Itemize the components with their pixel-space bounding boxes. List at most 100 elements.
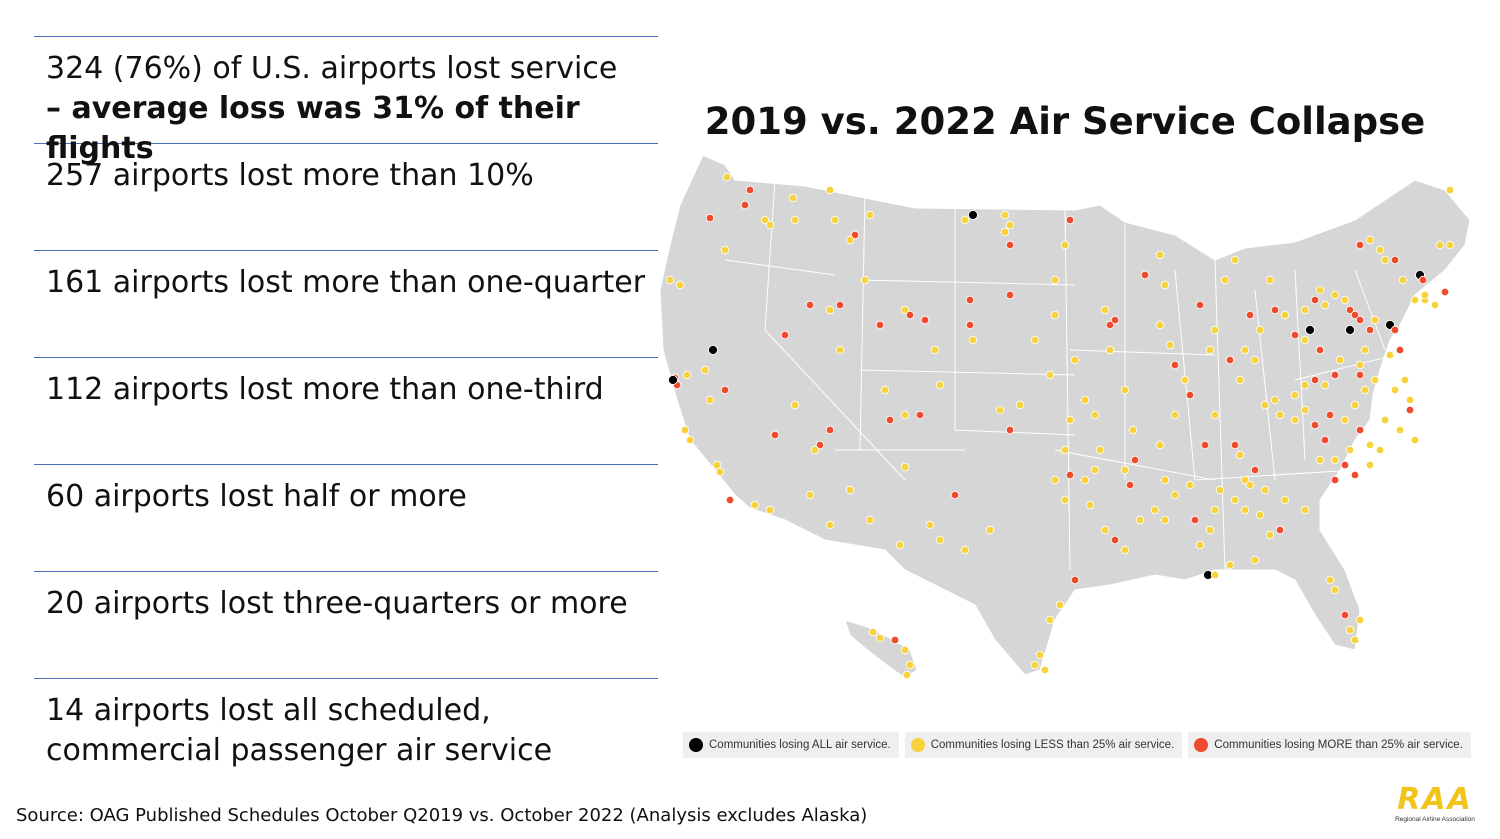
airport-dot-less-than-25 (1170, 410, 1180, 420)
airport-dot-less-than-25 (1160, 280, 1170, 290)
airport-dot-less-than-25 (1105, 345, 1115, 355)
airport-dot-more-than-25 (815, 440, 825, 450)
airport-dot-more-than-25 (1125, 480, 1135, 490)
red-dot-icon (1194, 738, 1209, 752)
airport-dot-less-than-25 (1210, 325, 1220, 335)
airport-dot-less-than-25 (1030, 335, 1040, 345)
airport-dot-less-than-25 (1205, 345, 1215, 355)
airport-dot-more-than-25 (1185, 390, 1195, 400)
airport-dot-less-than-25 (1155, 320, 1165, 330)
airport-dot-less-than-25 (960, 545, 970, 555)
state-border (1294, 269, 1306, 461)
airport-dot-more-than-25 (1275, 525, 1285, 535)
state-border (859, 369, 1076, 376)
airport-dot-less-than-25 (900, 645, 910, 655)
airport-dot-less-than-25 (1300, 505, 1310, 515)
airport-dot-more-than-25 (825, 425, 835, 435)
airport-dot-less-than-25 (1065, 415, 1075, 425)
airport-dot-more-than-25 (1315, 345, 1325, 355)
airport-dot-more-than-25 (1110, 315, 1120, 325)
state-border (1214, 259, 1226, 571)
airport-dot-less-than-25 (705, 395, 715, 405)
airport-dot-less-than-25 (825, 520, 835, 530)
airport-dot-less-than-25 (1370, 315, 1380, 325)
airport-dot-less-than-25 (1265, 530, 1275, 540)
airport-dot-less-than-25 (835, 345, 845, 355)
state-border (1294, 349, 1416, 381)
airport-dot-less-than-25 (1325, 575, 1335, 585)
stat-text: 14 airports lost all scheduled, commerci… (46, 693, 553, 768)
airport-dot-less-than-25 (1345, 625, 1355, 635)
airport-dot-less-than-25 (1050, 310, 1060, 320)
airport-dot-less-than-25 (682, 370, 692, 380)
airport-dot-less-than-25 (810, 445, 820, 455)
airport-dot-less-than-25 (1270, 395, 1280, 405)
airport-dot-less-than-25 (712, 460, 722, 470)
airport-dot-less-than-25 (1300, 405, 1310, 415)
legend-label: Communities losing MORE than 25% air ser… (1214, 739, 1463, 751)
stat-text: 112 airports lost more than one-third (46, 372, 604, 407)
airport-dot-less-than-25 (1255, 325, 1265, 335)
airport-dot-less-than-25 (1055, 600, 1065, 610)
airport-dot-more-than-25 (1230, 440, 1240, 450)
raa-logo-mark: RAA (1397, 782, 1473, 817)
stat-text: 324 (76%) of U.S. airports lost service (46, 51, 618, 86)
airport-dot-less-than-25 (790, 400, 800, 410)
airport-dot-less-than-25 (1120, 385, 1130, 395)
stat-row: 60 airports lost half or more (34, 464, 658, 571)
airport-dot-less-than-25 (1000, 210, 1010, 220)
airport-dot-more-than-25 (1440, 287, 1450, 297)
airport-dot-less-than-25 (1340, 295, 1350, 305)
airport-dot-less-than-25 (1235, 375, 1245, 385)
airport-dot-less-than-25 (1315, 455, 1325, 465)
airport-dot-less-than-25 (1080, 475, 1090, 485)
airport-dot-more-than-25 (1350, 310, 1360, 320)
airport-dot-less-than-25 (1320, 380, 1330, 390)
stat-text: 161 airports lost more than one-quarter (46, 265, 646, 300)
airport-dot-more-than-25 (1105, 320, 1115, 330)
airport-dot-more-than-25 (965, 295, 975, 305)
airport-dot-more-than-25 (1065, 215, 1075, 225)
airport-dot-less-than-25 (1430, 300, 1440, 310)
map-legend: Communities losing ALL air service. Comm… (683, 732, 1489, 758)
airport-dot-less-than-25 (1100, 525, 1110, 535)
airport-dot-less-than-25 (985, 525, 995, 535)
airport-dot-more-than-25 (1325, 410, 1335, 420)
airport-dot-more-than-25 (915, 410, 925, 420)
airport-dot-more-than-25 (1270, 305, 1280, 315)
airport-dot-less-than-25 (868, 627, 878, 637)
airport-dot-less-than-25 (1280, 495, 1290, 505)
airport-dot-less-than-25 (1035, 650, 1045, 660)
airport-dot-more-than-25 (1355, 370, 1365, 380)
airport-dot-less-than-25 (1355, 360, 1365, 370)
raa-logo: RAA Regional Airline Association (1385, 784, 1485, 830)
airport-dot-less-than-25 (1265, 275, 1275, 285)
airport-dot-less-than-25 (1260, 485, 1270, 495)
airport-dot-less-than-25 (675, 280, 685, 290)
stat-row: 20 airports lost three-quarters or more (34, 571, 658, 678)
airport-dot-less-than-25 (1340, 415, 1350, 425)
airport-dot-less-than-25 (1095, 445, 1105, 455)
airport-dot-less-than-25 (1060, 445, 1070, 455)
airport-dot-less-than-25 (1215, 485, 1225, 495)
airport-dot-all-lost (1345, 325, 1355, 335)
airport-dot-less-than-25 (1050, 475, 1060, 485)
airport-dot-more-than-25 (1245, 310, 1255, 320)
airport-dot-less-than-25 (1398, 275, 1408, 285)
airport-dot-less-than-25 (805, 490, 815, 500)
legend-label: Communities losing ALL air service. (709, 739, 891, 751)
airport-dot-less-than-25 (1160, 515, 1170, 525)
airport-dot-less-than-25 (1100, 305, 1110, 315)
airport-dot-more-than-25 (1130, 455, 1140, 465)
airport-dot-less-than-25 (1260, 400, 1270, 410)
airport-dot-more-than-25 (835, 300, 845, 310)
airport-dot-less-than-25 (1120, 545, 1130, 555)
airport-dot-less-than-25 (1350, 400, 1360, 410)
airport-dot-less-than-25 (1230, 255, 1240, 265)
state-border (954, 429, 1076, 436)
airport-dot-less-than-25 (1300, 335, 1310, 345)
airport-dot-more-than-25 (1170, 360, 1180, 370)
airport-dot-more-than-25 (1395, 345, 1405, 355)
airport-dot-less-than-25 (865, 210, 875, 220)
airport-dot-more-than-25 (890, 635, 900, 645)
